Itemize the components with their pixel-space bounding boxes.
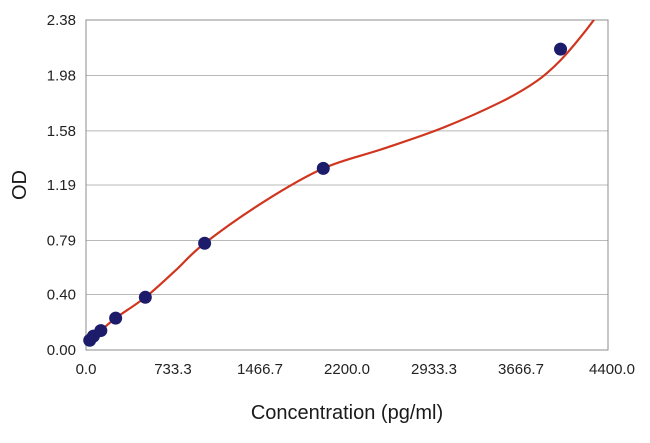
x-tick-label: 2200.0 (324, 361, 370, 378)
data-point (554, 42, 568, 56)
x-tick-label: 0.0 (76, 361, 97, 378)
x-tick-label: 2933.3 (411, 361, 457, 378)
y-tick-label: 0.79 (47, 232, 76, 249)
x-axis-title: Concentration (pg/ml) (251, 402, 443, 424)
y-axis-title: OD (9, 170, 31, 200)
data-point (94, 324, 108, 338)
x-tick-label: 3666.7 (498, 361, 544, 378)
data-point (138, 290, 152, 304)
x-tick-labels: 0.0 733.3 1466.7 2200.0 2933.3 3666.7 4400.0 (76, 361, 635, 378)
y-tick-label: 1.19 (47, 177, 76, 194)
grid (86, 74, 608, 296)
y-tick-label: 1.98 (47, 67, 76, 84)
data-point (316, 161, 330, 175)
y-tick-labels: 0.00 0.40 0.79 1.19 1.58 1.98 2.38 (47, 12, 76, 359)
plot-frame (85, 19, 609, 351)
y-tick-label: 0.00 (47, 342, 76, 359)
y-tick-label: 1.58 (47, 123, 76, 140)
data-point (198, 236, 212, 250)
y-tick-label: 0.40 (47, 287, 76, 304)
x-tick-label: 733.3 (154, 361, 192, 378)
data-points-layer (83, 42, 568, 347)
x-tick-label: 1466.7 (237, 361, 283, 378)
data-point (109, 311, 123, 325)
x-tick-label: 4400.0 (589, 361, 635, 378)
y-tick-label: 2.38 (47, 12, 76, 29)
